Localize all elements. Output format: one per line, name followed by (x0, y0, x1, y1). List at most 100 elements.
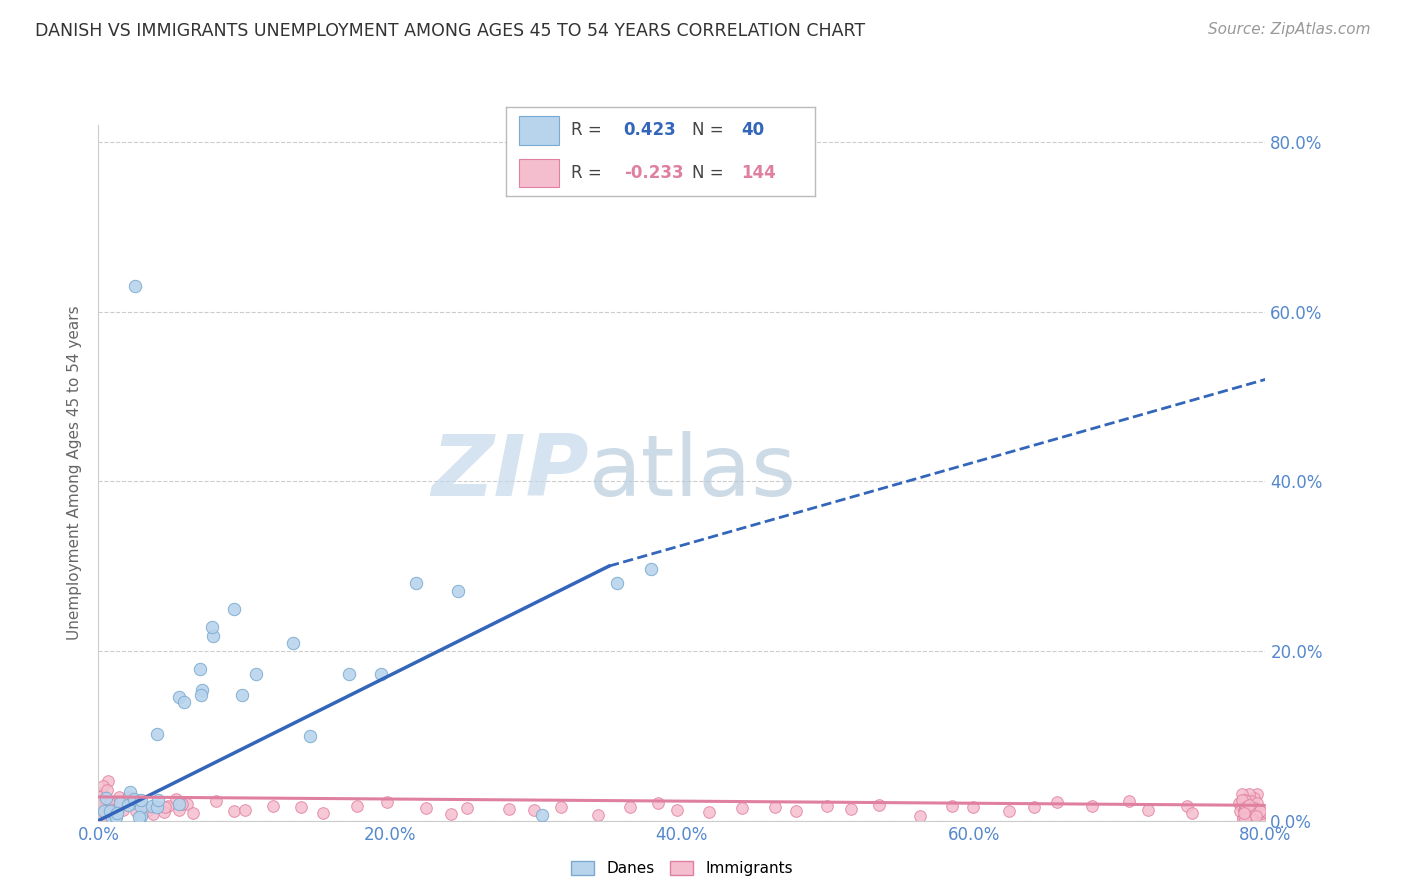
Point (176, 797, 198, 811)
Point (1234, 795, 1257, 809)
Point (97, 774, 120, 789)
Point (104, 810, 127, 824)
Point (1237, 806, 1260, 821)
Point (785, 804, 807, 818)
Point (146, 727, 169, 741)
Point (86, 802, 108, 816)
Text: DANISH VS IMMIGRANTS UNEMPLOYMENT AMONG AGES 45 TO 54 YEARS CORRELATION CHART: DANISH VS IMMIGRANTS UNEMPLOYMENT AMONG … (35, 22, 865, 40)
Point (1240, 794, 1263, 808)
Point (167, 803, 190, 817)
Point (415, 801, 437, 815)
Point (1232, 812, 1254, 826)
Point (1230, 793, 1253, 807)
Point (447, 584, 470, 599)
Point (1240, 803, 1263, 817)
Point (312, 805, 335, 820)
Point (619, 800, 641, 814)
Text: atlas: atlas (589, 431, 797, 515)
Point (167, 797, 190, 812)
Point (1234, 812, 1257, 826)
Point (128, 793, 150, 807)
Point (1137, 803, 1160, 817)
Point (112, 803, 135, 817)
Point (87, 796, 110, 810)
Point (98, 803, 121, 817)
Point (1239, 805, 1261, 819)
Point (224, 602, 246, 616)
Text: Source: ZipAtlas.com: Source: ZipAtlas.com (1208, 22, 1371, 37)
Point (202, 629, 225, 643)
Point (156, 798, 179, 813)
Point (188, 662, 211, 676)
Point (233, 803, 256, 817)
Point (1239, 795, 1261, 809)
Point (173, 695, 195, 709)
Point (146, 800, 169, 814)
Point (245, 666, 267, 681)
Point (523, 803, 546, 817)
Point (1241, 805, 1264, 819)
Point (1239, 804, 1261, 818)
Point (531, 808, 554, 822)
Point (697, 805, 720, 819)
Point (1237, 787, 1260, 801)
Point (101, 811, 124, 825)
Point (839, 802, 862, 816)
Point (1241, 810, 1264, 824)
Point (1244, 805, 1267, 819)
Point (124, 279, 146, 293)
Point (170, 797, 193, 812)
Point (337, 667, 360, 681)
Point (1230, 799, 1253, 814)
Point (941, 799, 963, 814)
Point (96, 783, 118, 797)
Text: ZIP: ZIP (430, 431, 589, 515)
Point (98, 813, 121, 827)
Point (1244, 807, 1267, 822)
Point (231, 689, 253, 703)
Point (91, 779, 114, 793)
Point (586, 808, 609, 822)
Point (1249, 814, 1271, 829)
Point (141, 799, 163, 814)
Point (298, 729, 321, 743)
Point (1233, 803, 1256, 817)
Point (1229, 804, 1251, 818)
Text: 144: 144 (741, 164, 776, 182)
Point (1181, 805, 1204, 820)
Point (962, 799, 984, 814)
Point (153, 800, 176, 814)
Point (346, 799, 368, 814)
Point (1250, 806, 1272, 821)
Point (1256, 804, 1278, 818)
Point (201, 620, 224, 634)
Point (405, 576, 427, 591)
Point (997, 804, 1019, 818)
Point (1237, 800, 1260, 814)
Point (1237, 805, 1260, 820)
Point (1237, 799, 1260, 814)
Point (118, 790, 141, 805)
Point (1240, 804, 1263, 818)
Point (1244, 805, 1267, 819)
Point (731, 801, 754, 815)
Point (129, 792, 152, 806)
Point (1241, 804, 1264, 818)
Point (110, 796, 132, 810)
Point (117, 794, 139, 808)
Point (1249, 804, 1271, 818)
Point (91, 804, 114, 818)
Point (1241, 814, 1264, 829)
Text: 40: 40 (741, 121, 765, 139)
Point (86, 791, 108, 805)
Point (1234, 801, 1257, 815)
Point (165, 791, 187, 805)
Point (1175, 799, 1198, 814)
Point (124, 804, 146, 818)
Point (763, 799, 786, 814)
Point (290, 799, 312, 814)
Point (86, 786, 108, 800)
Point (169, 690, 191, 704)
Point (606, 576, 628, 591)
Point (370, 666, 392, 681)
